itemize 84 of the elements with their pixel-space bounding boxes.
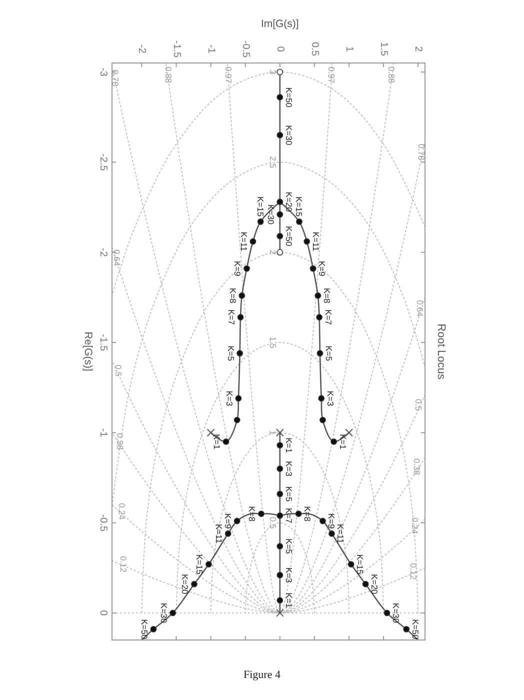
annotation: K=30 <box>158 602 169 624</box>
x-tick-label: -1.5 <box>170 40 182 58</box>
annotation: K=11 <box>310 232 321 252</box>
y-tick-label: -3 <box>98 68 108 77</box>
annotation: K=11 <box>336 524 346 544</box>
annotation: K=20 <box>180 574 190 594</box>
text: 0.5 <box>114 364 124 376</box>
x-tick-label: 0.5 <box>308 42 320 56</box>
annotation: K=3 <box>284 461 294 477</box>
text: 0.38 <box>115 433 126 450</box>
text: 0.5 <box>268 516 278 529</box>
annotation: K=15 <box>194 554 205 575</box>
annotation: K=20 <box>284 192 294 212</box>
annotation: K=5 <box>284 486 294 502</box>
annotation: K=50 <box>410 619 420 640</box>
annotation: K=1 <box>284 438 294 454</box>
text: 0.5 <box>413 398 424 411</box>
x-axis-title: Im[G(s)] <box>260 18 299 30</box>
caption: Figure 4 <box>244 669 281 681</box>
y-tick-label: 0 <box>98 610 108 616</box>
y-tick-label: -2.5 <box>98 154 108 172</box>
annotation: K=7 <box>284 508 294 524</box>
annotation: K=11 <box>238 232 249 252</box>
annotation: K=8 <box>322 288 332 304</box>
annotation: K=1 <box>212 434 222 450</box>
y-tick-label: -2 <box>98 248 108 258</box>
y-tick-label: -0.5 <box>98 514 108 532</box>
annotation: K=30 <box>266 204 276 225</box>
x-tick-label: 2 <box>412 46 424 52</box>
annotation: K=3 <box>325 390 336 406</box>
text: 0.97 <box>224 66 234 84</box>
text: 2 <box>268 250 278 255</box>
text: 0.38 <box>412 458 422 475</box>
annotation: K=3 <box>224 390 234 406</box>
text: 0.12 <box>118 556 128 573</box>
text: 1 <box>268 430 278 436</box>
annotation: K=11 <box>214 524 224 544</box>
annotation: K=5 <box>284 538 294 554</box>
text: 0.64 <box>414 300 425 317</box>
x-tick-label: 0 <box>274 46 286 52</box>
text: 0.64 <box>112 250 122 266</box>
annotation: K=7 <box>323 310 334 326</box>
annotation: K=30 <box>391 602 401 624</box>
text: 0.78 <box>416 144 426 160</box>
annotation: K=7 <box>226 310 237 326</box>
text: 0.12 <box>408 563 419 580</box>
y-tick-label: -1.5 <box>98 334 108 352</box>
x-tick-label: 1.5 <box>378 42 390 56</box>
text: 0.24 <box>117 502 128 520</box>
text: 0.78 <box>110 70 121 87</box>
x-tick-label: -2 <box>136 44 148 54</box>
text: 3 <box>268 70 278 75</box>
y-axis-title: Re[G(s)] <box>82 332 94 372</box>
annotation: K=15 <box>294 196 304 217</box>
x-tick-label: 1 <box>343 46 354 52</box>
text: 0.88 <box>386 66 396 84</box>
annotation: K=8 <box>247 506 258 522</box>
annotation: K=9 <box>223 513 234 529</box>
text: 0.88 <box>163 66 174 84</box>
annotation: K=50 <box>284 87 294 108</box>
x-tick-label: -0.5 <box>240 40 251 58</box>
annotation: K=9 <box>232 260 243 276</box>
annotation: K=30 <box>284 125 294 146</box>
annotation: K=15 <box>256 196 266 217</box>
annotation: K=5 <box>226 346 236 362</box>
annotation: K=9 <box>326 513 337 529</box>
annotation: K=1 <box>338 434 348 450</box>
text: 2.5 <box>268 156 278 168</box>
annotation: K=8 <box>228 288 238 304</box>
annotation: K=20 <box>370 574 380 594</box>
text: 0.24 <box>410 517 420 534</box>
annotation: K=9 <box>317 260 328 276</box>
text: Root Locus <box>435 324 447 380</box>
annotation: K=50 <box>139 619 150 640</box>
y-tick-label: -1 <box>98 428 108 438</box>
annotation: K=1 <box>284 592 294 608</box>
text: 1.5 <box>268 336 278 349</box>
annotation: K=50 <box>284 226 294 246</box>
annotation: K=15 <box>355 554 366 575</box>
x-tick-label: -1 <box>205 44 216 54</box>
annotation: K=5 <box>324 346 334 362</box>
annotation: K=8 <box>302 506 313 522</box>
text: 0.97 <box>326 66 336 84</box>
annotation: K=3 <box>284 567 294 584</box>
